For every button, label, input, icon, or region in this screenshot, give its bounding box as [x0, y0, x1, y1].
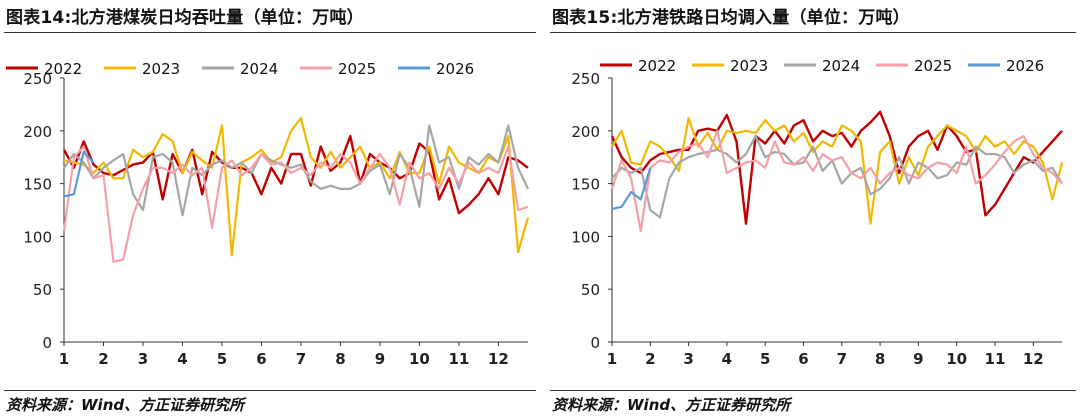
y-tick-label: 50: [33, 281, 52, 299]
x-tick-label: 2: [645, 350, 655, 368]
x-tick-label: 11: [448, 350, 469, 368]
x-tick-label: 9: [913, 350, 923, 368]
x-tick-label: 7: [296, 350, 306, 368]
legend-label-2024: 2024: [240, 60, 278, 78]
x-tick-label: 12: [488, 350, 509, 368]
title-divider: [550, 32, 1076, 33]
source-divider: [4, 390, 536, 391]
chart-title: 图表14:北方港煤炭日均吞吐量（单位：万吨）: [6, 8, 364, 28]
y-tick-label: 200: [571, 123, 600, 141]
title-divider: [4, 32, 536, 33]
x-tick-label: 10: [946, 350, 967, 368]
y-tick-label: 50: [581, 281, 600, 299]
legend-label-2026: 2026: [1006, 57, 1044, 75]
y-tick-label: 100: [571, 228, 600, 246]
series-line-2023: [611, 116, 1064, 225]
x-tick-label: 5: [217, 350, 227, 368]
y-tick-label: 250: [23, 70, 52, 88]
legend-label-2023: 2023: [730, 57, 768, 75]
x-tick-label: 1: [607, 350, 617, 368]
series-line-2026: [63, 150, 95, 198]
chart-panel-rail-inflow: 图表15:北方港铁路日均调入量（单位：万吨） 0 50 100 150 200 250 1 2…: [546, 0, 1080, 417]
series-line-2025: [62, 145, 529, 263]
y-tick-label: 100: [23, 228, 52, 246]
legend-label-2024: 2024: [822, 57, 860, 75]
series-line-2023: [63, 116, 530, 257]
x-tick-label: 3: [138, 350, 148, 368]
series-line-2026: [611, 167, 652, 210]
source-note: 资料来源：Wind、方正证券研究所: [6, 396, 245, 414]
source-divider: [550, 390, 1076, 391]
legend-label-2022: 2022: [44, 60, 82, 78]
y-tick-label: 0: [42, 334, 52, 352]
legend-label-2025: 2025: [914, 57, 952, 75]
x-tick-label: 7: [837, 350, 847, 368]
chart-panel-throughput: 图表14:北方港煤炭日均吞吐量（单位：万吨） 0 50 100 150 200 250 1 2…: [4, 8, 536, 414]
chart-title: 图表15:北方港铁路日均调入量（单位：万吨）: [552, 8, 910, 28]
y-tick-label: 200: [23, 123, 52, 141]
x-tick-label: 8: [875, 350, 885, 368]
x-tick-label: 3: [683, 350, 693, 368]
x-tick-label: 2: [98, 350, 108, 368]
source-note: 资料来源：Wind、方正证券研究所: [552, 396, 791, 414]
series-line-2022: [62, 134, 529, 215]
y-tick-label: 150: [571, 176, 600, 194]
x-tick-label: 4: [177, 350, 187, 368]
x-tick-label: 6: [798, 350, 808, 368]
x-tick-label: 9: [375, 350, 385, 368]
series-line-2024: [611, 134, 1063, 219]
legend-label-2026: 2026: [436, 60, 474, 78]
legend-label-2023: 2023: [142, 60, 180, 78]
x-tick-label: 4: [722, 350, 732, 368]
y-tick-label: 250: [571, 70, 600, 88]
x-tick-label: 6: [256, 350, 266, 368]
x-tick-label: 5: [760, 350, 770, 368]
x-tick-label: 10: [409, 350, 430, 368]
legend-label-2025: 2025: [338, 60, 376, 78]
x-tick-label: 12: [1023, 350, 1044, 368]
x-tick-label: 1: [59, 350, 69, 368]
x-tick-label: 8: [335, 350, 345, 368]
y-tick-label: 150: [23, 176, 52, 194]
y-tick-label: 0: [590, 334, 600, 352]
series-line-2024: [63, 124, 529, 217]
x-tick-label: 11: [985, 350, 1006, 368]
series-line-2025: [610, 129, 1063, 233]
legend-label-2022: 2022: [638, 57, 676, 75]
